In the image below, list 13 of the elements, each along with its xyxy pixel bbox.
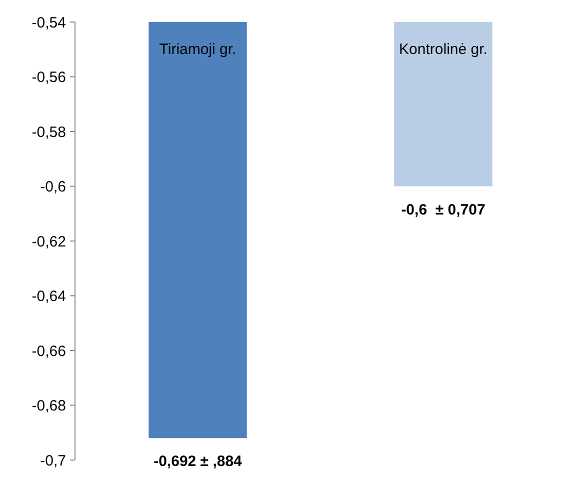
y-tick-label: -0,6 <box>40 178 66 196</box>
x-tick-label: Tiriamoji gr. <box>159 41 236 58</box>
y-tick-label: -0,58 <box>32 124 66 141</box>
x-tick-label: Kontrolinė gr. <box>399 41 488 58</box>
data-label: -0,6 ± 0,707 <box>401 201 486 218</box>
y-tick-label: -0,68 <box>32 398 66 414</box>
data-label: -0,692 ± ,884 <box>154 453 243 470</box>
y-tick-label: -0,64 <box>32 288 66 305</box>
y-tick-label: -0,62 <box>32 233 66 250</box>
y-tick-label: -0,54 <box>32 14 66 32</box>
y-tick-label: -0,66 <box>32 342 66 360</box>
y-tick-label: -0,7 <box>40 452 66 470</box>
y-tick-label: -0,56 <box>32 69 66 86</box>
